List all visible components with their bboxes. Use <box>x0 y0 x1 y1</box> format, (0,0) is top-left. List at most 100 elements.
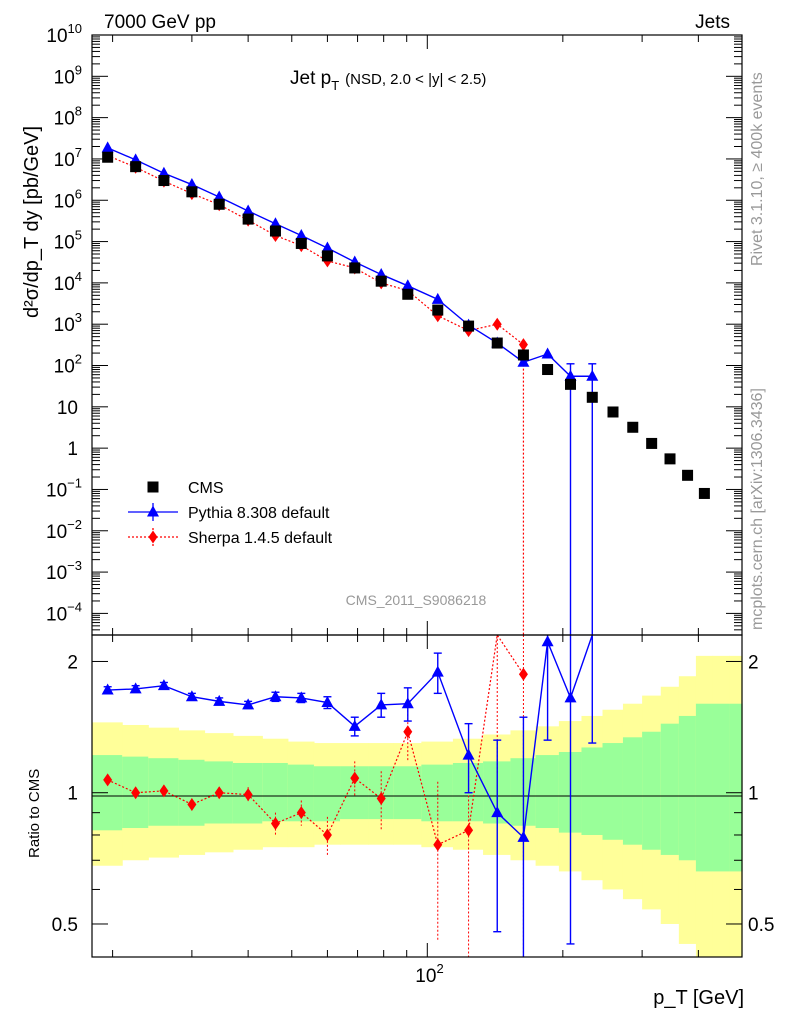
pythia-ratio-point <box>462 748 475 760</box>
y-tick-label: 10−4 <box>46 599 82 625</box>
sherpa-ratio-point <box>433 838 443 852</box>
cms-main-point <box>295 237 307 249</box>
cms-main-point <box>646 437 658 449</box>
y-tick-label: 103 <box>54 310 82 336</box>
cms-main-point <box>664 453 676 465</box>
side-label-rivet: Rivet 3.1.10, ≥ 400k events <box>749 72 766 266</box>
ratio-y-tick-label-right: 2 <box>748 652 759 673</box>
pythia-main-point <box>242 204 255 216</box>
pythia-ratio-point <box>517 830 530 842</box>
pythia-ratio-point <box>269 690 282 702</box>
cms-main-point <box>321 250 333 262</box>
plot-title: Jet pT (NSD, 2.0 < |y| < 2.5) <box>290 68 486 93</box>
pythia-main-series <box>101 141 599 635</box>
pythia-main-point <box>517 355 530 367</box>
y-tick-label: 102 <box>54 352 82 378</box>
ratio-y-tick-label-left: 2 <box>67 652 78 673</box>
sherpa-ratio-point <box>270 817 280 831</box>
sherpa-ratio-point <box>403 725 413 739</box>
ratio-y-tick-label-left: 1 <box>67 784 78 805</box>
cms-main-point <box>542 364 554 376</box>
pythia-main-point <box>101 141 114 153</box>
pythia-ratio-series <box>101 634 597 957</box>
cms-main-point <box>565 378 577 390</box>
y-tick-label: 1010 <box>46 21 82 47</box>
y-tick-label: 108 <box>54 104 82 130</box>
x-tick-label: 102 <box>415 961 443 987</box>
pythia-ratio-point <box>242 698 255 710</box>
cms-main-point <box>158 175 170 187</box>
band-inner-bin <box>262 762 289 822</box>
sherpa-ratio-point <box>159 784 169 798</box>
y-tick-label: 109 <box>54 62 82 88</box>
band-inner-bin <box>642 731 662 850</box>
y-tick-label: 107 <box>54 145 82 171</box>
cms-main-point <box>698 487 710 499</box>
main-panel-ticks <box>92 34 743 636</box>
cms-main-point <box>186 186 198 198</box>
pythia-ratio-point <box>213 694 226 706</box>
side-label-mcplots: mcplots.cern.ch [arXiv:1306.3436] <box>749 388 766 630</box>
legend-label: CMS <box>188 480 224 497</box>
band-inner-bin <box>393 766 422 820</box>
pythia-main-point <box>321 241 334 253</box>
cms-main-point <box>607 406 619 418</box>
band-inner-bin <box>695 703 714 872</box>
legend-label: Pythia 8.308 default <box>188 505 330 522</box>
pythia-main-point <box>586 369 599 381</box>
cms-main-point <box>102 151 114 163</box>
sherpa-ratio-point <box>518 667 528 681</box>
ratio-y-tick-label-right: 0.5 <box>748 915 774 936</box>
sherpa-main-line <box>107 155 524 346</box>
sherpa-ratio-point <box>131 786 141 800</box>
sherpa-ratio-point <box>187 797 197 811</box>
pythia-main-point <box>213 190 226 202</box>
sherpa-ratio-point <box>464 823 474 837</box>
watermark: CMS_2011_S9086218 <box>346 592 487 608</box>
sherpa-ratio-point <box>350 771 360 785</box>
sherpa-main-series <box>103 149 528 635</box>
cms-main-point <box>463 320 475 332</box>
header-right: Jets <box>695 12 730 33</box>
tick-labels: 101010910810710610510410310210110−110−21… <box>46 21 774 987</box>
band-inner-bin <box>712 703 730 872</box>
pythia-ratio-point <box>348 719 361 731</box>
plot-title-cut: (NSD, 2.0 < |y| < 2.5) <box>345 71 486 88</box>
pythia-ratio-point <box>431 665 444 677</box>
sherpa-ratio-series <box>103 633 528 957</box>
pythia-main-point <box>401 279 414 291</box>
sherpa-ratio-point <box>214 786 224 800</box>
legend: CMS Pythia 8.308 default Sherpa 1.4.5 defa… <box>128 480 333 547</box>
band-inner-bin <box>313 766 341 822</box>
pythia-ratio-point <box>185 690 198 702</box>
pythia-ratio-point <box>295 691 308 703</box>
y-tick-label: 10 <box>57 398 78 419</box>
y-tick-label: 106 <box>54 186 82 212</box>
pythia-main-point <box>431 292 444 304</box>
sherpa-ratio-point <box>243 788 253 802</box>
pythia-main-point <box>269 217 282 229</box>
pythia-main-point <box>157 166 170 178</box>
band-inner-bin <box>421 764 454 822</box>
sherpa-ratio-line <box>107 633 524 846</box>
cms-main-point <box>213 198 225 210</box>
sherpa-ratio-point <box>376 791 386 805</box>
pythia-ratio-point <box>491 806 504 818</box>
pythia-ratio-point <box>541 635 554 647</box>
y-tick-label: 10−3 <box>46 558 82 584</box>
legend-marker <box>148 530 158 544</box>
pythia-main-point <box>564 369 577 381</box>
series-layer <box>101 141 710 957</box>
band-inner-bin <box>178 759 206 826</box>
pythia-ratio-point <box>129 682 142 694</box>
plot-title-main: Jet p <box>290 68 331 89</box>
cms-main-point <box>130 161 142 173</box>
y-tick-label: 104 <box>54 269 82 295</box>
y-axis-label-ratio: Ratio to CMS <box>26 769 43 858</box>
pythia-main-point <box>295 229 308 241</box>
sherpa-main-point <box>518 338 528 352</box>
header-left: 7000 GeV pp <box>104 12 216 33</box>
band-inner-bin <box>622 737 643 845</box>
ratio-panel-ticks <box>92 635 743 957</box>
band-inner-bin <box>535 755 560 829</box>
